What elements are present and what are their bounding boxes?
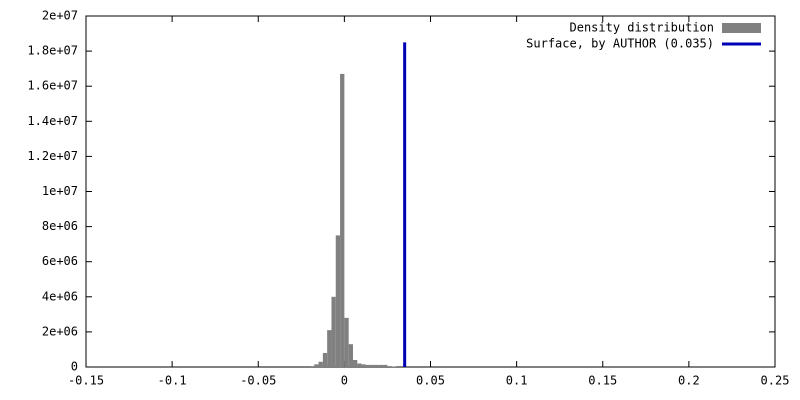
bar <box>344 317 349 367</box>
bar <box>348 344 353 367</box>
y-tick-label: 4e+06 <box>42 289 78 303</box>
bar <box>387 366 392 367</box>
y-tick-label: 1.6e+07 <box>27 79 78 93</box>
y-tick-label: 1.2e+07 <box>27 149 78 163</box>
y-tick-label: 1.4e+07 <box>27 114 78 128</box>
bar <box>383 364 388 367</box>
bar <box>314 364 319 367</box>
bar <box>318 361 323 367</box>
bar <box>352 359 358 367</box>
bar <box>357 363 362 367</box>
bar <box>309 366 315 367</box>
legend-label: Surface, by AUTHOR (0.035) <box>526 37 714 51</box>
bar <box>361 364 366 367</box>
bar <box>340 73 345 367</box>
bar <box>391 366 397 367</box>
bar <box>335 235 341 367</box>
bar <box>331 296 336 367</box>
legend-label: Density distribution <box>570 21 715 35</box>
x-tick-label: -0.15 <box>68 374 104 388</box>
x-tick-label: 0.25 <box>761 374 790 388</box>
plot-frame <box>85 15 776 368</box>
x-tick-label: 0.15 <box>588 374 617 388</box>
x-tick-label: 0 <box>341 374 348 388</box>
x-tick-label: -0.05 <box>240 374 276 388</box>
x-tick-label: -0.1 <box>158 374 187 388</box>
x-tick-label: 0.2 <box>678 374 700 388</box>
bar <box>327 330 332 367</box>
y-tick-label: 2e+06 <box>42 324 78 338</box>
y-tick-label: 1e+07 <box>42 184 78 198</box>
y-tick-label: 2e+07 <box>42 9 78 23</box>
x-tick-label: 0.1 <box>506 374 528 388</box>
legend-swatch <box>722 23 761 33</box>
y-tick-label: 0 <box>71 360 78 374</box>
x-tick-label: 0.05 <box>416 374 445 388</box>
bar <box>378 364 384 367</box>
bar <box>370 364 375 367</box>
bar <box>365 364 371 367</box>
y-tick-label: 6e+06 <box>42 254 78 268</box>
y-tick-label: 8e+06 <box>42 219 78 233</box>
bar <box>374 364 379 367</box>
y-tick-label: 1.8e+07 <box>27 44 78 58</box>
bar <box>322 352 328 367</box>
